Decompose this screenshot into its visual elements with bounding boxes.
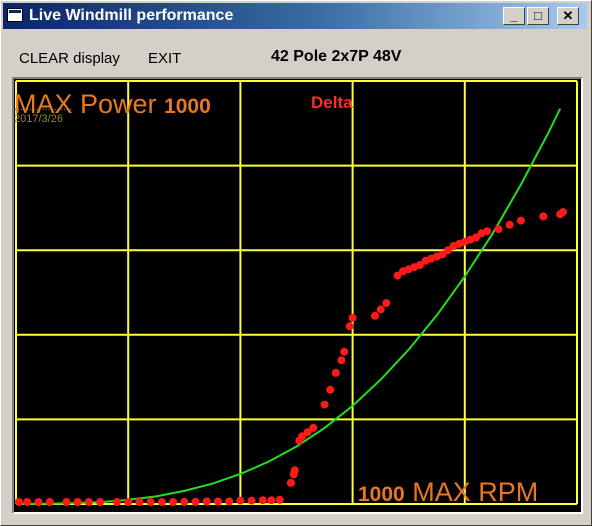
measured-point — [14, 498, 23, 506]
measured-point — [326, 385, 335, 394]
max-rpm-label: 1000 MAX RPM — [358, 477, 538, 508]
measured-point — [202, 497, 211, 506]
measured-point — [444, 246, 452, 255]
measured-point — [135, 498, 144, 506]
watermark-date: 2017/3/26 — [14, 113, 63, 125]
measured-point — [472, 233, 480, 242]
measured-point — [169, 498, 178, 506]
measured-point — [275, 495, 284, 504]
measured-point — [303, 428, 312, 437]
grid — [15, 80, 578, 505]
close-button[interactable]: ✕ — [557, 7, 579, 25]
measured-point — [191, 497, 200, 506]
max-power-label: MAX Power 1000 — [14, 89, 211, 120]
theory-power-curve — [15, 108, 562, 505]
config-label: 42 Pole 2x7P 48V — [271, 48, 402, 65]
measured-point — [331, 368, 340, 377]
measured-point — [345, 322, 354, 331]
max-rpm-text: MAX RPM — [412, 477, 539, 507]
watermark-line-1: ................... — [14, 101, 73, 113]
maximize-button[interactable]: □ — [527, 7, 549, 25]
measured-point — [34, 498, 43, 506]
exit-menu[interactable]: EXIT — [148, 50, 182, 67]
title-bar[interactable]: Live Windmill performance _ □ ✕ — [3, 3, 587, 29]
measured-point — [505, 220, 514, 229]
measured-points — [14, 208, 567, 506]
measured-point — [309, 423, 318, 432]
measured-point — [267, 496, 276, 505]
measured-point — [23, 498, 32, 506]
measured-point — [371, 311, 379, 320]
measured-point — [298, 432, 307, 441]
measured-point — [438, 250, 447, 259]
measured-point — [113, 498, 121, 506]
measured-point — [180, 497, 189, 506]
measured-point — [225, 497, 234, 506]
minimize-button[interactable]: _ — [503, 7, 525, 25]
connection-mode-label: Delta — [311, 93, 353, 112]
measured-point — [214, 497, 222, 506]
measured-point — [415, 261, 424, 269]
measured-point — [340, 347, 349, 356]
measured-point — [236, 496, 245, 505]
measured-point — [320, 400, 329, 409]
measured-point — [393, 271, 402, 280]
measured-point — [258, 496, 267, 505]
measured-point — [290, 466, 299, 475]
measured-point — [376, 305, 385, 314]
measured-point — [146, 498, 155, 506]
window-app-icon[interactable] — [7, 8, 23, 22]
measured-point — [559, 208, 567, 217]
measured-point — [382, 299, 391, 308]
measured-point — [494, 225, 503, 234]
measured-point — [539, 212, 548, 221]
measured-point — [516, 216, 525, 225]
measured-point — [286, 478, 295, 487]
max-power-text: MAX Power — [14, 89, 157, 119]
plot-canvas — [14, 80, 578, 506]
measured-point — [337, 356, 346, 365]
measured-point — [247, 496, 256, 505]
performance-plot: ................... 2017/3/26 MAX Power … — [12, 77, 583, 514]
menu-bar: CLEAR display EXIT 42 Pole 2x7P 48V — [3, 31, 587, 75]
measured-point — [84, 498, 93, 506]
measured-point — [62, 498, 71, 506]
max-rpm-value: 1000 — [358, 483, 405, 506]
clear-display-menu[interactable]: CLEAR display — [19, 50, 120, 67]
measured-point — [96, 498, 105, 506]
measured-point — [124, 498, 133, 506]
measured-point — [483, 227, 492, 236]
window-title: Live Windmill performance — [29, 7, 234, 24]
measured-point — [73, 498, 82, 506]
measured-point — [348, 313, 357, 322]
measured-point — [157, 498, 166, 506]
max-power-value: 1000 — [164, 95, 211, 118]
measured-point — [45, 498, 54, 506]
